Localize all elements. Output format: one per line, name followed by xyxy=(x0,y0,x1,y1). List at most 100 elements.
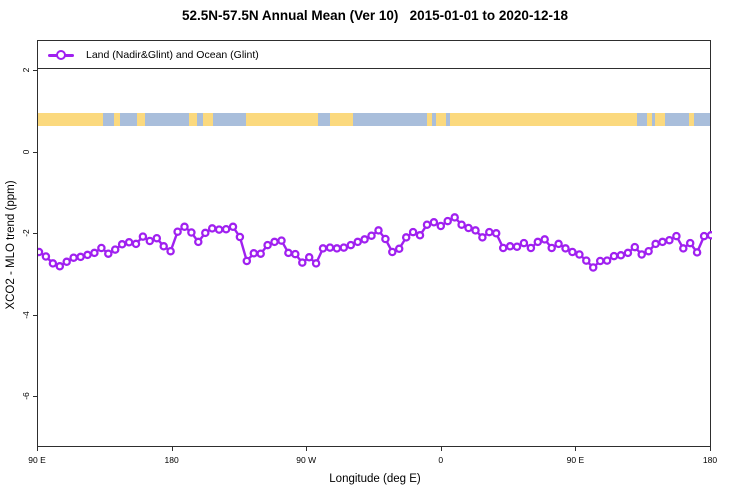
data-point-marker xyxy=(332,244,342,253)
data-point-marker xyxy=(706,231,712,240)
data-point-marker xyxy=(298,258,307,267)
data-point-marker xyxy=(381,234,390,244)
y-tick-mark xyxy=(33,70,37,72)
land-segment xyxy=(427,113,432,127)
data-point-marker xyxy=(235,232,245,242)
data-point-marker xyxy=(291,249,300,259)
data-point-marker xyxy=(651,239,660,249)
data-point-marker xyxy=(658,237,667,247)
data-point-marker xyxy=(665,235,674,245)
x-tick-mark xyxy=(440,447,442,451)
data-point-marker xyxy=(104,249,113,258)
data-point-marker xyxy=(575,250,584,259)
land-segment xyxy=(136,113,145,127)
y-tick-mark xyxy=(33,151,37,153)
land-segment xyxy=(188,113,197,127)
data-point-marker xyxy=(318,244,328,253)
data-point-marker xyxy=(512,242,522,251)
data-point-marker xyxy=(256,249,265,258)
data-point-marker xyxy=(131,239,141,249)
data-point-marker xyxy=(69,253,78,262)
y-tick-label: -2 xyxy=(21,229,31,237)
data-point-marker xyxy=(117,240,127,249)
y-tick-mark xyxy=(33,314,37,316)
land-segment xyxy=(113,113,120,127)
data-point-marker xyxy=(339,243,349,252)
data-point-marker xyxy=(471,226,480,235)
data-point-marker xyxy=(429,218,439,227)
land-segment xyxy=(646,113,652,127)
data-point-marker xyxy=(637,250,646,259)
data-point-marker xyxy=(394,244,404,254)
data-point-marker xyxy=(533,237,543,247)
data-point-marker xyxy=(540,235,549,244)
data-point-marker xyxy=(616,251,626,260)
data-point-marker xyxy=(436,221,446,231)
data-point-marker xyxy=(554,239,563,249)
data-point-marker xyxy=(519,238,529,248)
data-point-marker xyxy=(526,243,536,253)
data-point-marker xyxy=(38,247,44,257)
data-point-marker xyxy=(491,229,501,238)
data-point-marker xyxy=(457,220,466,229)
data-point-marker xyxy=(228,222,238,232)
y-axis-title: XCO2 - MLO trend (ppm) xyxy=(5,180,17,310)
x-tick-mark xyxy=(575,447,577,451)
x-tick-mark xyxy=(710,447,711,451)
land-segment xyxy=(654,113,665,127)
data-point-marker xyxy=(83,250,92,260)
land-segment xyxy=(435,113,446,127)
data-point-marker xyxy=(630,242,640,252)
data-point-marker xyxy=(110,245,120,254)
data-point-marker xyxy=(485,227,494,237)
data-point-marker xyxy=(325,243,335,252)
y-tick-label: 0 xyxy=(21,149,31,154)
data-point-marker xyxy=(249,249,259,258)
x-tick-label: 180 xyxy=(702,455,718,465)
data-point-marker xyxy=(422,220,432,229)
x-axis-title: Longitude (deg E) xyxy=(329,473,421,485)
data-point-marker xyxy=(582,256,591,265)
data-point-marker xyxy=(76,252,85,262)
x-tick-label: 90 E xyxy=(28,455,46,465)
data-point-marker xyxy=(311,259,321,268)
data-point-marker xyxy=(353,237,362,247)
chart-title: 52.5N-57.5N Annual Mean (Ver 10) 2015-01… xyxy=(182,8,568,23)
data-point-marker xyxy=(374,226,383,235)
data-point-marker xyxy=(62,257,71,267)
data-point-marker xyxy=(242,256,252,266)
data-point-marker xyxy=(138,232,148,241)
data-point-marker xyxy=(595,256,605,266)
x-tick-label: 90 W xyxy=(296,455,317,465)
data-point-marker xyxy=(498,243,508,253)
data-point-marker xyxy=(547,243,556,253)
data-point-marker xyxy=(609,251,619,261)
data-point-marker xyxy=(270,237,279,247)
data-point-marker xyxy=(443,216,452,226)
data-point-marker xyxy=(602,256,612,265)
data-point-marker xyxy=(284,248,293,258)
x-tick-label: 90 E xyxy=(566,455,585,465)
data-point-marker xyxy=(388,247,397,257)
data-point-marker xyxy=(166,246,175,256)
data-point-marker xyxy=(221,224,231,234)
y-tick-label: -6 xyxy=(21,392,31,400)
data-point-marker xyxy=(277,236,286,245)
data-point-marker xyxy=(679,244,688,253)
land-segment xyxy=(245,113,319,127)
legend-label: Land (Nadir&Glint) and Ocean (Glint) xyxy=(86,48,259,61)
data-point-marker xyxy=(124,238,134,247)
data-point-marker xyxy=(699,231,709,241)
data-point-marker xyxy=(159,242,168,251)
data-point-marker xyxy=(408,227,418,237)
data-point-marker xyxy=(568,247,577,257)
data-point-marker xyxy=(201,228,210,238)
x-tick-mark xyxy=(306,447,308,451)
y-tick-label: 2 xyxy=(21,67,31,73)
data-point-marker xyxy=(214,225,224,234)
land-ocean-map-band xyxy=(38,113,710,127)
land-segment xyxy=(202,113,214,127)
data-point-marker xyxy=(450,213,459,222)
data-point-marker xyxy=(173,227,182,236)
data-point-marker xyxy=(180,222,189,232)
